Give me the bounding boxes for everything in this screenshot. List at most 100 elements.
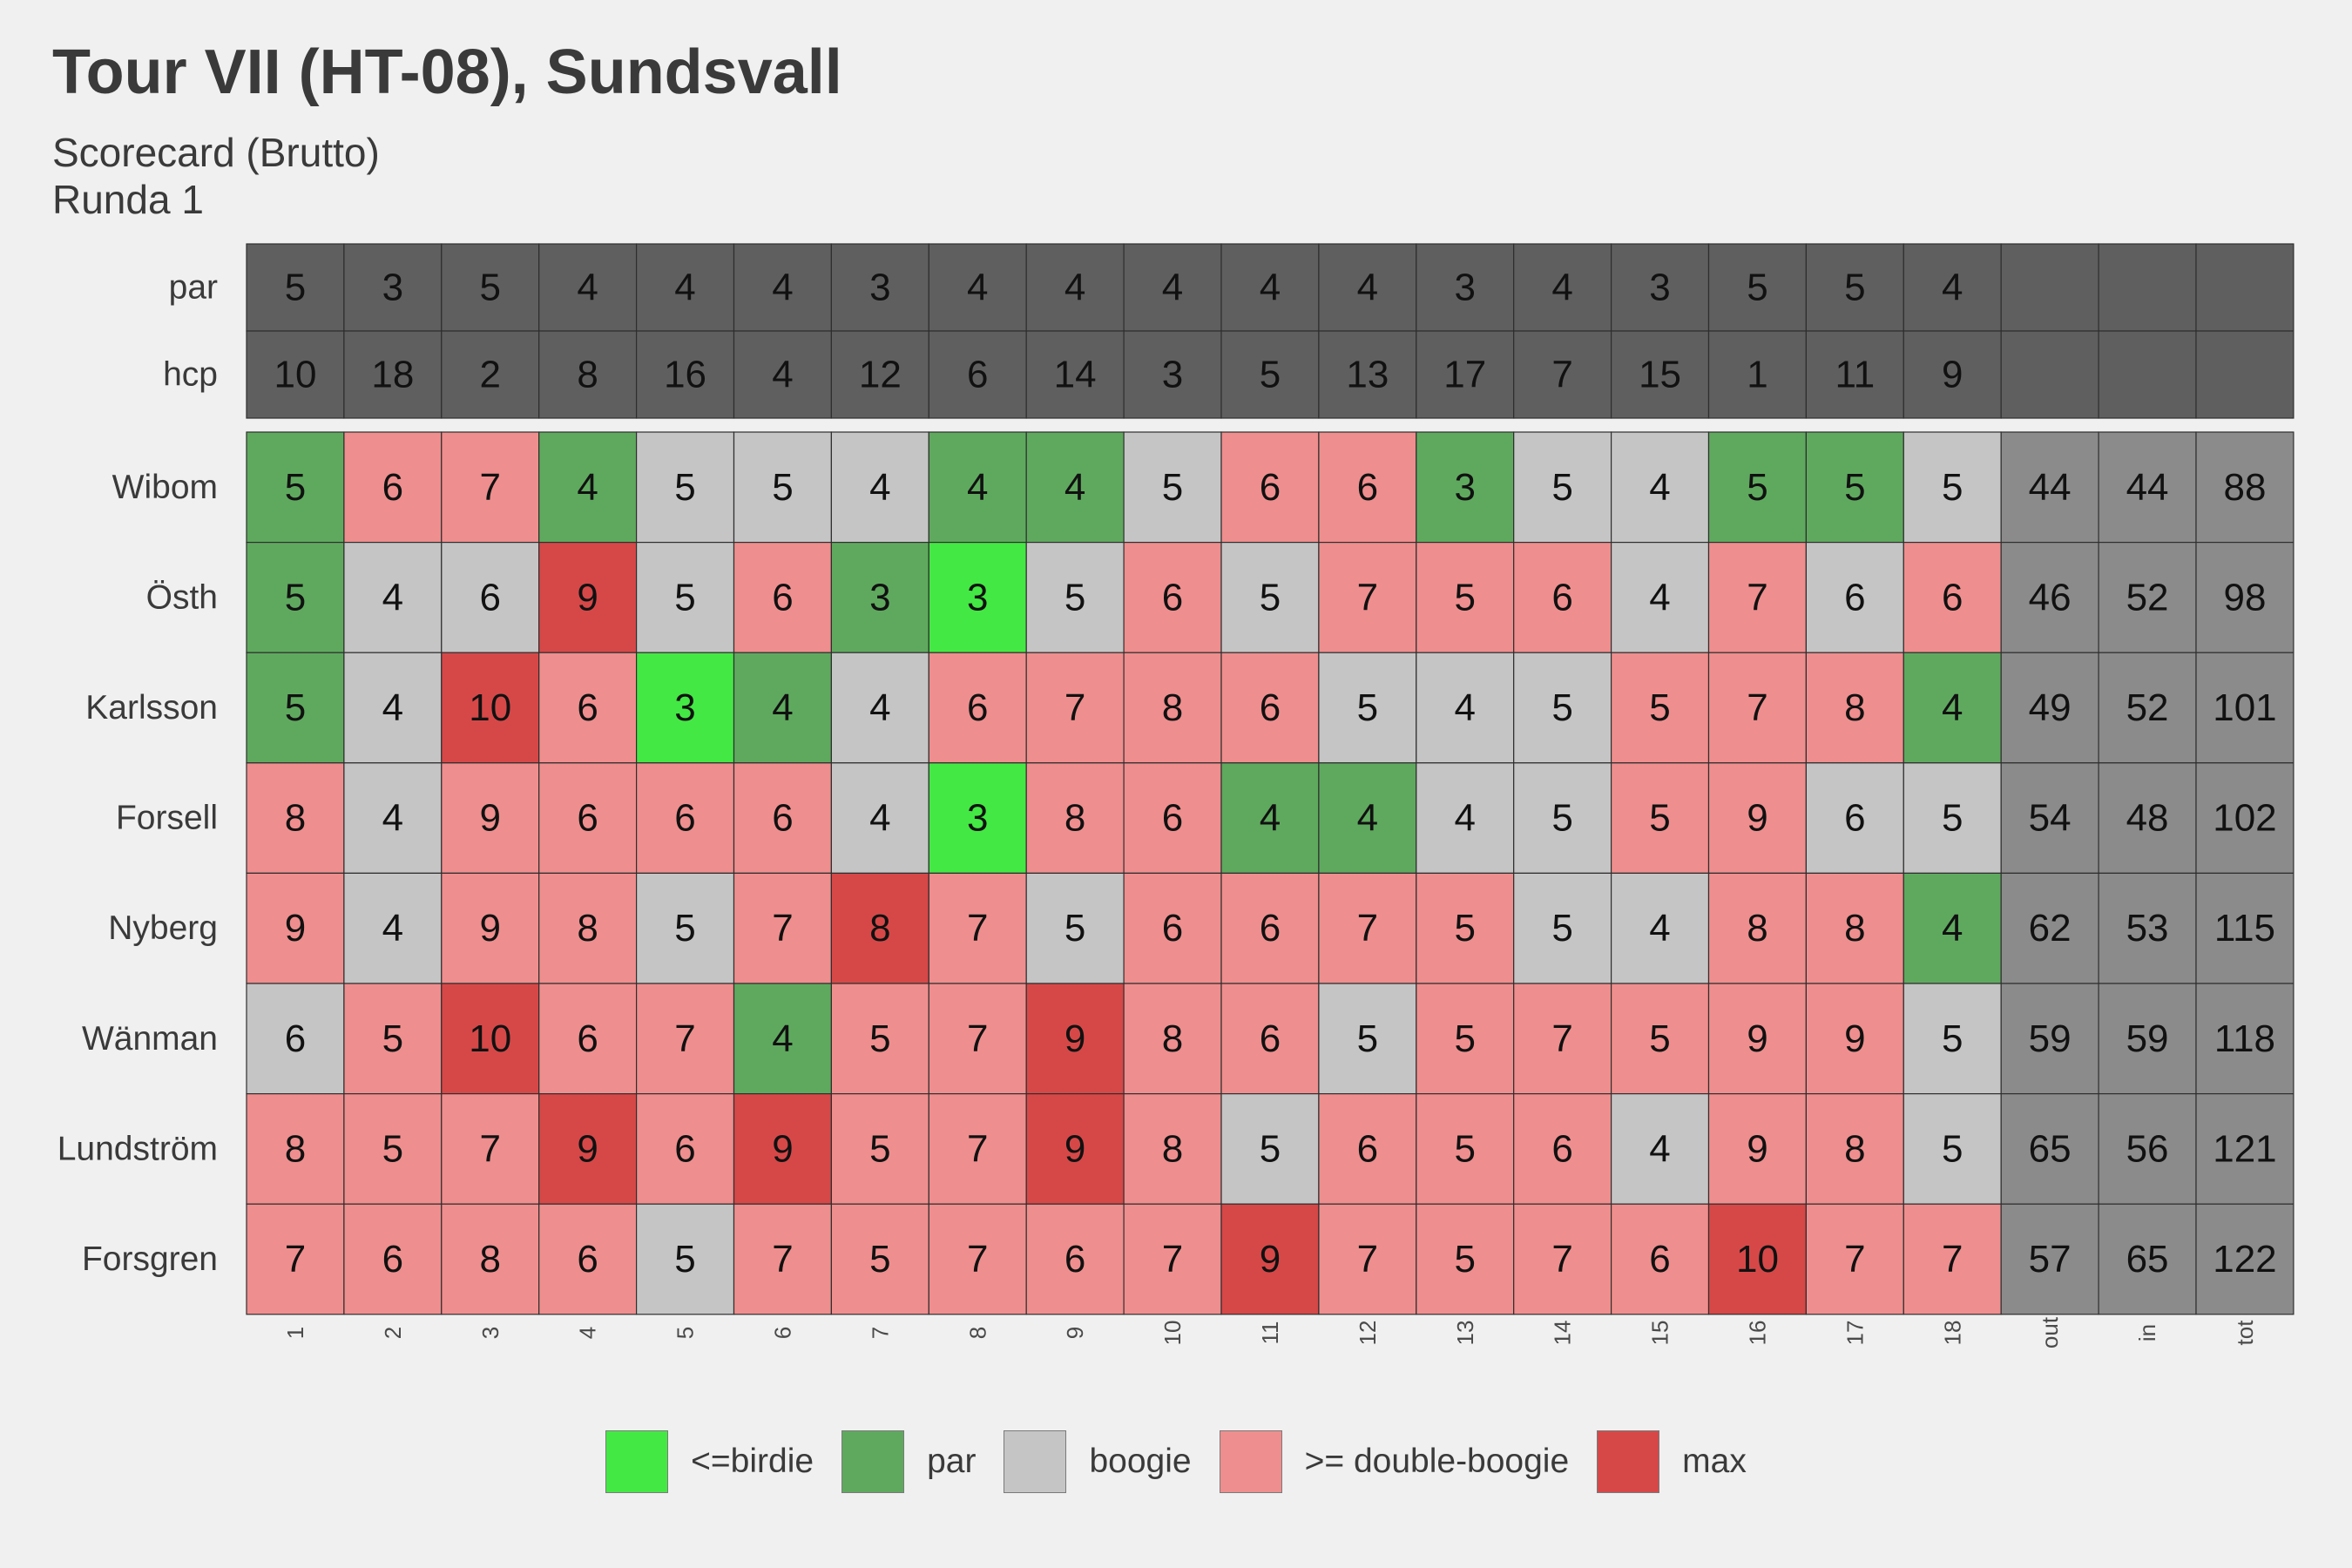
score-cell xyxy=(830,541,929,653)
score-value: 6 xyxy=(1260,1017,1281,1060)
score-value: 5 xyxy=(1455,1017,1476,1060)
x-axis-label: 4 xyxy=(575,1327,601,1339)
score-value: 5 xyxy=(1357,686,1378,729)
score-value: 8 xyxy=(869,907,890,950)
score-value: 7 xyxy=(1357,576,1378,618)
score-cell xyxy=(1220,762,1320,874)
header-value-hcp: 16 xyxy=(664,354,706,396)
player-label: Nyberg xyxy=(108,909,218,947)
x-axis-label: 17 xyxy=(1842,1321,1868,1346)
score-cell xyxy=(538,1092,638,1205)
total-cell xyxy=(2098,872,2197,984)
score-value: 6 xyxy=(577,1017,598,1060)
score-value: 6 xyxy=(1844,576,1865,618)
score-value: 7 xyxy=(480,1127,501,1170)
score-cell xyxy=(343,1203,443,1315)
header-value-par: 4 xyxy=(1260,267,1281,309)
score-cell xyxy=(343,431,443,544)
total-value: 65 xyxy=(2126,1238,2169,1281)
header-cell-hcp xyxy=(1318,330,1417,419)
score-cell xyxy=(1903,1203,2002,1315)
score-value: 6 xyxy=(1551,576,1572,618)
score-cell xyxy=(246,1203,345,1315)
header-cell-par xyxy=(1610,243,1710,332)
player-label: Wibom xyxy=(112,469,218,506)
score-value: 5 xyxy=(1260,576,1281,618)
header-value-par: 5 xyxy=(1844,267,1865,309)
score-value: 5 xyxy=(1649,686,1670,729)
score-cell xyxy=(635,872,735,984)
score-value: 5 xyxy=(1162,466,1183,509)
score-value: 6 xyxy=(1260,686,1281,729)
score-value: 9 xyxy=(1064,1127,1085,1170)
x-axis-label: tot xyxy=(2232,1320,2258,1346)
total-value: 118 xyxy=(2214,1017,2275,1060)
score-cell xyxy=(246,652,345,764)
score-cell xyxy=(1220,541,1320,653)
score-value: 4 xyxy=(1942,686,1963,729)
score-cell xyxy=(1805,983,1904,1095)
score-value: 6 xyxy=(967,686,988,729)
score-cell xyxy=(538,541,638,653)
header-value-par: 4 xyxy=(1064,267,1085,309)
score-cell xyxy=(343,983,443,1095)
score-value: 5 xyxy=(1649,1017,1670,1060)
score-cell xyxy=(1707,652,1808,764)
header-cell-hcp xyxy=(246,330,345,419)
score-value: 5 xyxy=(1649,797,1670,840)
score-cell xyxy=(1416,872,1515,984)
score-value: 5 xyxy=(1942,1127,1963,1170)
player-label: Östh xyxy=(146,578,218,616)
score-value: 4 xyxy=(1649,1127,1670,1170)
x-axis-label: 15 xyxy=(1647,1321,1673,1346)
score-value: 4 xyxy=(1649,907,1670,950)
score-value: 5 xyxy=(1942,466,1963,509)
score-value: 7 xyxy=(1551,1238,1572,1281)
total-value: 53 xyxy=(2126,907,2169,950)
legend-item-birdie: <=birdie xyxy=(605,1430,814,1493)
total-value: 121 xyxy=(2213,1127,2276,1170)
header-cell-hcp xyxy=(2195,330,2295,419)
score-value: 4 xyxy=(1260,797,1281,840)
header-value-hcp: 7 xyxy=(1551,354,1572,396)
score-cell xyxy=(1416,762,1515,874)
total-value: 62 xyxy=(2029,907,2072,950)
total-cell xyxy=(2195,983,2295,1095)
header-value-par: 5 xyxy=(1747,267,1767,309)
header-value-par: 3 xyxy=(869,267,890,309)
header-value-par: 4 xyxy=(772,267,793,309)
score-value: 8 xyxy=(480,1238,501,1281)
total-cell xyxy=(2000,983,2099,1095)
score-value: 5 xyxy=(1455,576,1476,618)
x-axis-label: 11 xyxy=(1257,1321,1283,1345)
chart-subtitle-round: Runda 1 xyxy=(52,177,204,222)
header-cell-hcp xyxy=(1903,330,2002,419)
legend-swatch-par xyxy=(841,1430,905,1493)
score-cell xyxy=(1318,541,1417,653)
total-value: 48 xyxy=(2126,797,2169,840)
score-value: 9 xyxy=(285,907,306,950)
x-axis-label: 1 xyxy=(282,1327,308,1339)
header-value-hcp: 8 xyxy=(577,354,598,396)
score-cell xyxy=(733,762,833,874)
player-label: Karlsson xyxy=(85,689,218,727)
total-cell xyxy=(2195,1092,2295,1205)
score-value: 5 xyxy=(1551,797,1572,840)
header-value-par: 4 xyxy=(1942,267,1963,309)
score-value: 4 xyxy=(382,686,403,729)
score-value: 4 xyxy=(1064,466,1085,509)
header-value-hcp: 17 xyxy=(1443,354,1486,396)
legend-label-double-bogie: >= double-boogie xyxy=(1304,1443,1570,1480)
score-value: 7 xyxy=(967,1238,988,1281)
score-value: 9 xyxy=(480,907,501,950)
header-value-hcp: 12 xyxy=(859,354,902,396)
score-value: 4 xyxy=(382,576,403,618)
score-value: 7 xyxy=(967,1127,988,1170)
header-cell-par xyxy=(2195,243,2295,332)
header-value-par: 4 xyxy=(577,267,598,309)
score-value: 4 xyxy=(1357,797,1378,840)
legend-item-max: max xyxy=(1597,1430,1747,1493)
score-value: 5 xyxy=(674,466,695,509)
header-value-hcp: 13 xyxy=(1346,354,1389,396)
header-value-par: 3 xyxy=(382,267,403,309)
